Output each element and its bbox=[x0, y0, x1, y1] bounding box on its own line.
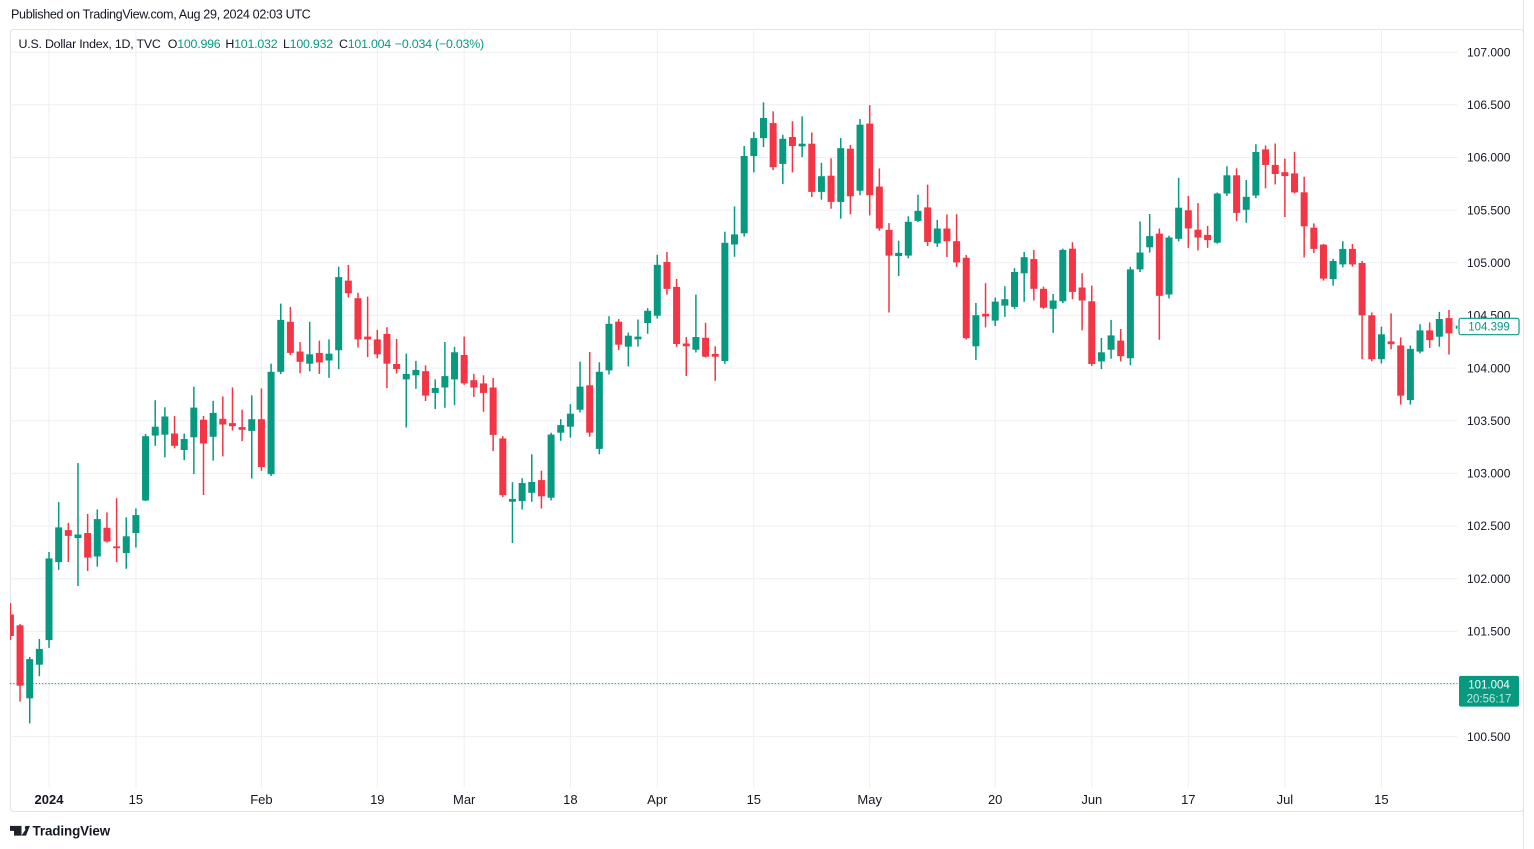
svg-text:15: 15 bbox=[1374, 792, 1388, 807]
svg-text:107.000: 107.000 bbox=[1467, 45, 1511, 59]
svg-text:18: 18 bbox=[563, 792, 577, 807]
svg-text:102.000: 102.000 bbox=[1467, 572, 1511, 586]
svg-text:2024: 2024 bbox=[35, 792, 65, 807]
svg-text:Mar: Mar bbox=[453, 792, 476, 807]
svg-text:101.004: 101.004 bbox=[1468, 680, 1510, 692]
svg-text:15: 15 bbox=[747, 792, 761, 807]
svg-text:20:56:17: 20:56:17 bbox=[1467, 694, 1512, 706]
svg-text:19: 19 bbox=[370, 792, 384, 807]
svg-text:104.399: 104.399 bbox=[1468, 322, 1510, 334]
svg-text:15: 15 bbox=[129, 792, 143, 807]
svg-text:TradingView: TradingView bbox=[33, 824, 111, 839]
svg-text:104.000: 104.000 bbox=[1467, 361, 1511, 375]
svg-text:106.000: 106.000 bbox=[1467, 151, 1511, 165]
svg-text:May: May bbox=[857, 792, 882, 807]
svg-text:Feb: Feb bbox=[250, 792, 272, 807]
svg-text:Published on TradingView.com,: Published on TradingView.com, Aug 29, 20… bbox=[11, 8, 311, 22]
svg-text:106.500: 106.500 bbox=[1467, 98, 1511, 112]
svg-text:20: 20 bbox=[988, 792, 1002, 807]
svg-text:17: 17 bbox=[1181, 792, 1195, 807]
svg-text:103.000: 103.000 bbox=[1467, 467, 1511, 481]
svg-text:101.500: 101.500 bbox=[1467, 625, 1511, 639]
svg-text:105.500: 105.500 bbox=[1467, 203, 1511, 217]
svg-text:102.500: 102.500 bbox=[1467, 519, 1511, 533]
svg-text:105.000: 105.000 bbox=[1467, 256, 1511, 270]
svg-text:Apr: Apr bbox=[647, 792, 668, 807]
svg-text:100.500: 100.500 bbox=[1467, 730, 1511, 744]
svg-text:Jul: Jul bbox=[1277, 792, 1294, 807]
svg-text:103.500: 103.500 bbox=[1467, 414, 1511, 428]
svg-text:Jun: Jun bbox=[1081, 792, 1102, 807]
